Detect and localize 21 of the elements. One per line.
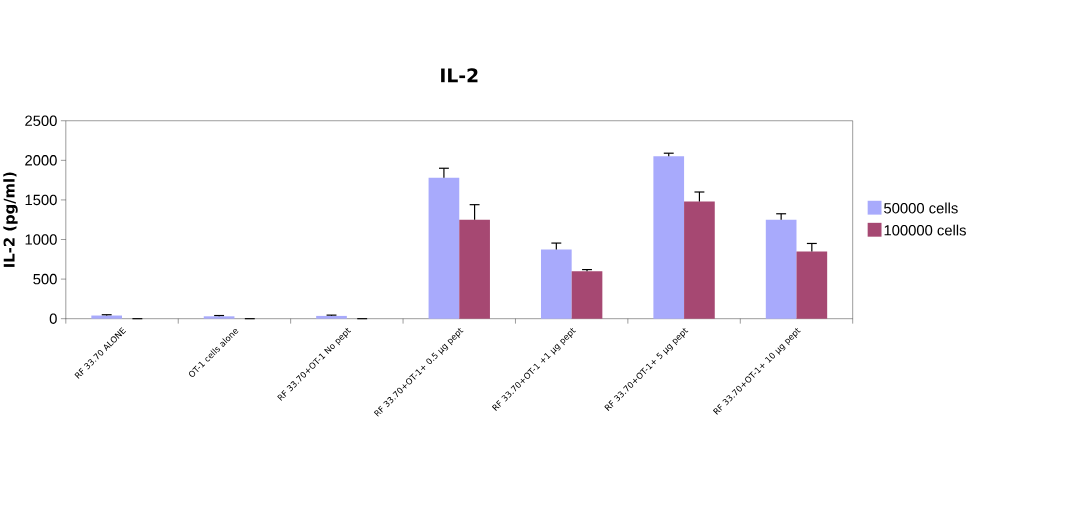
y-tick-label: 2000 bbox=[25, 155, 57, 166]
chart-title: IL-2 bbox=[441, 68, 478, 83]
y-tick-label: 0 bbox=[49, 313, 57, 325]
bar bbox=[684, 201, 715, 319]
bar bbox=[316, 316, 347, 319]
y-tick-label: 2500 bbox=[25, 115, 57, 127]
bar bbox=[653, 156, 685, 319]
y-tick-label: 1000 bbox=[25, 234, 57, 245]
y-tick-label: 1500 bbox=[25, 194, 57, 206]
y-axis-title: IL-2 (pg/ml) bbox=[3, 172, 18, 268]
bar bbox=[91, 315, 123, 319]
bar bbox=[203, 316, 235, 319]
bar bbox=[765, 219, 797, 319]
y-tick-label: 500 bbox=[33, 274, 57, 285]
bar bbox=[796, 251, 828, 319]
bar bbox=[540, 249, 572, 319]
legend-label: 100000 cells bbox=[884, 224, 966, 236]
bar bbox=[428, 177, 460, 319]
legend-label: 50000 cells bbox=[884, 202, 958, 214]
bar bbox=[571, 271, 603, 319]
bar bbox=[459, 219, 490, 319]
